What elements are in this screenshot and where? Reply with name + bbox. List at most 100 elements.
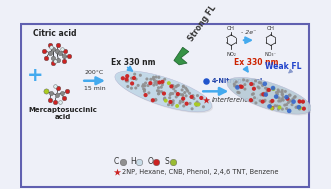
FancyArrowPatch shape xyxy=(84,77,102,84)
Point xyxy=(232,84,237,88)
Point xyxy=(273,95,279,98)
Point xyxy=(277,105,282,108)
Point xyxy=(184,88,189,91)
Point xyxy=(52,84,58,88)
Text: Mercaptosuccinic
acid: Mercaptosuccinic acid xyxy=(28,107,97,120)
Point xyxy=(47,99,52,102)
Point xyxy=(239,85,244,88)
Point xyxy=(191,97,197,100)
Point xyxy=(297,99,302,102)
Point xyxy=(251,83,256,86)
Point xyxy=(151,76,156,79)
Point xyxy=(143,81,148,84)
Point xyxy=(261,94,266,97)
Text: O: O xyxy=(147,157,153,166)
Point xyxy=(173,90,178,93)
Point xyxy=(129,82,135,85)
Point xyxy=(185,90,190,93)
Point xyxy=(65,90,70,93)
Text: 2NP, Hexane, CNB, Phenol, 2,4,6 TNT, Benzene: 2NP, Hexane, CNB, Phenol, 2,4,6 TNT, Ben… xyxy=(122,169,278,175)
Point xyxy=(274,105,280,108)
Point xyxy=(124,75,130,78)
Point xyxy=(190,96,196,99)
Point xyxy=(50,62,56,65)
Point xyxy=(52,60,58,63)
Point xyxy=(272,104,278,107)
Point xyxy=(169,85,174,88)
Point xyxy=(156,86,161,89)
Point xyxy=(157,90,162,93)
Point xyxy=(175,92,180,95)
Point xyxy=(50,56,56,59)
FancyArrowPatch shape xyxy=(203,88,226,95)
Point xyxy=(193,102,199,105)
Point xyxy=(260,84,265,87)
Point xyxy=(293,106,299,109)
Point xyxy=(152,99,158,102)
Ellipse shape xyxy=(115,71,212,112)
Point xyxy=(175,94,181,97)
Point xyxy=(182,91,187,94)
Point xyxy=(260,93,266,96)
Point xyxy=(150,99,156,102)
Point xyxy=(270,107,275,110)
Point xyxy=(161,92,166,95)
Point xyxy=(298,107,303,110)
Point xyxy=(279,91,285,94)
Point xyxy=(129,87,134,90)
Point xyxy=(195,101,200,104)
Point xyxy=(169,103,175,106)
Point xyxy=(155,89,160,92)
Point xyxy=(285,97,290,100)
Text: NO₂: NO₂ xyxy=(226,52,236,57)
Point xyxy=(276,97,282,100)
Point xyxy=(58,51,63,54)
Point xyxy=(301,101,306,104)
Point xyxy=(292,96,297,99)
Text: - 2e⁻: - 2e⁻ xyxy=(241,30,257,35)
Point xyxy=(190,94,196,97)
Point xyxy=(242,83,248,86)
Point xyxy=(288,99,294,102)
Point xyxy=(278,99,283,102)
Point xyxy=(252,96,257,99)
Point xyxy=(187,92,192,95)
Point xyxy=(279,98,285,101)
Point xyxy=(56,58,61,61)
Point xyxy=(297,106,302,109)
Point xyxy=(129,77,134,80)
Point xyxy=(283,90,288,93)
Point xyxy=(253,79,258,82)
Point xyxy=(170,99,176,102)
Point xyxy=(181,85,186,88)
Point xyxy=(174,84,179,88)
Point xyxy=(47,44,52,47)
Point xyxy=(160,80,165,83)
Point xyxy=(281,99,286,102)
Point xyxy=(270,87,276,90)
Text: Interferences*: Interferences* xyxy=(212,97,260,103)
Point xyxy=(137,160,142,163)
Point xyxy=(204,99,209,102)
Point xyxy=(286,101,291,104)
Point xyxy=(268,106,273,109)
Point xyxy=(59,47,65,50)
Point xyxy=(47,51,52,54)
Ellipse shape xyxy=(227,77,311,114)
Point xyxy=(153,98,159,101)
Point xyxy=(262,99,268,102)
Point xyxy=(300,100,306,103)
Point xyxy=(173,85,178,88)
Point xyxy=(266,88,271,91)
Point xyxy=(56,86,61,89)
Point xyxy=(168,100,173,103)
Point xyxy=(277,106,282,109)
FancyArrowPatch shape xyxy=(127,67,132,71)
Point xyxy=(120,77,125,80)
Point xyxy=(61,55,66,58)
Point xyxy=(177,101,183,105)
Point xyxy=(63,49,68,52)
Point xyxy=(275,88,281,91)
Point xyxy=(257,81,262,84)
Point xyxy=(196,103,201,106)
